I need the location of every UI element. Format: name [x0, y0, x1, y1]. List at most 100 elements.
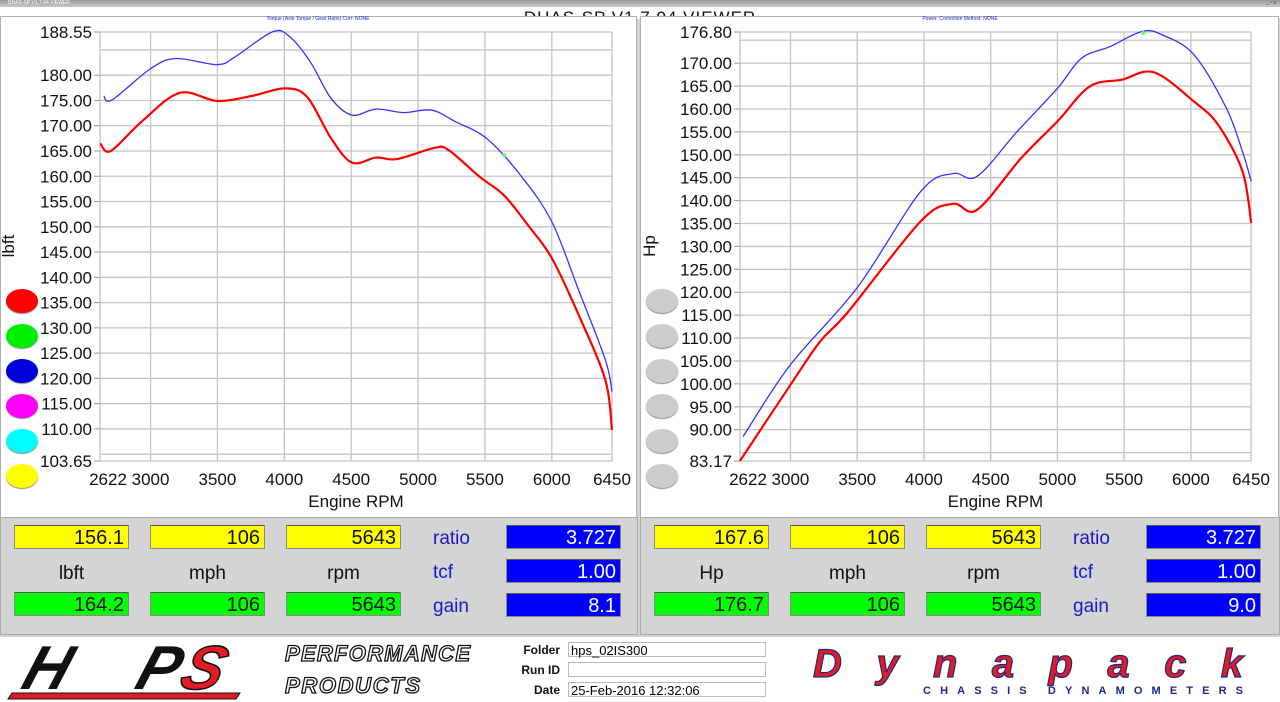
x-tick-label: 2622	[729, 470, 767, 489]
param-label: tcf	[1073, 562, 1094, 583]
y-tick-label: 145.00	[680, 169, 732, 188]
x-tick-label: 5000	[1039, 470, 1077, 489]
y-tick-label: 176.80	[680, 23, 732, 42]
y-tick-label: 110.00	[681, 329, 732, 348]
x-axis-title: Engine RPM	[948, 492, 1043, 511]
run-select-button[interactable]	[6, 464, 38, 488]
x-tick-label: 3000	[772, 470, 810, 489]
unit-label: lbft	[58, 563, 85, 584]
param-label: ratio	[1073, 528, 1110, 549]
run-select-button[interactable]	[646, 429, 678, 453]
y-tick-label: 188.55	[40, 23, 92, 42]
window-title: DHAS-SP V1.7.04 VIEWER	[8, 0, 70, 6]
y-tick-label: 160.00	[40, 167, 92, 186]
x-tick-label: 5500	[1105, 470, 1143, 489]
x-tick-label: 3000	[132, 470, 170, 489]
run-select-button[interactable]	[646, 394, 678, 418]
folder-field[interactable]: hps_02IS300	[568, 642, 766, 658]
y-tick-label: 110.00	[41, 420, 92, 439]
y-tick-label: 120.00	[40, 369, 92, 388]
run1-value-box: 106	[150, 525, 265, 549]
x-axis-title: Engine RPM	[308, 492, 403, 511]
param-value-box[interactable]: 1.00	[1146, 559, 1261, 583]
y-tick-label: 140.00	[40, 268, 92, 287]
y-tick-label: 115.00	[681, 306, 732, 325]
y-tick-label: 150.00	[40, 218, 92, 237]
dyno-charts: 2622 3000 3500 4000 4500 5000 5500 6000 6450 188.…	[0, 23, 1270, 511]
y-tick-label: 155.00	[40, 193, 92, 212]
param-label: ratio	[433, 528, 470, 549]
run2-value-box: 5643	[926, 592, 1041, 616]
y-tick-label: 165.00	[680, 77, 732, 96]
run2-value-box: 106	[150, 592, 265, 616]
x-tick-label: 6000	[533, 470, 571, 489]
hps-logo: HP S PERFORMANCE PRODUCTS	[7, 637, 472, 702]
param-value-box[interactable]: 3.727	[1146, 525, 1261, 549]
param-label: gain	[433, 596, 469, 617]
y-axis-title: Hp	[640, 235, 659, 257]
x-tick-label: 4500	[972, 470, 1010, 489]
cursor-marker	[502, 153, 507, 157]
y-tick-label: 95.00	[689, 398, 732, 417]
run-select-button[interactable]	[6, 289, 38, 313]
y-tick-label: 155.00	[680, 123, 732, 142]
run-select-button[interactable]	[6, 394, 38, 418]
y-tick-label: 103.65	[40, 452, 92, 471]
folder-label: Folder	[523, 643, 560, 657]
y-tick-label: 105.00	[680, 352, 732, 371]
y-tick-label: 170.00	[40, 117, 92, 136]
x-tick-label: 4500	[332, 470, 370, 489]
y-axis-title: lbft	[0, 234, 18, 257]
x-tick-label: 4000	[265, 470, 303, 489]
x-tick-label: 2622	[89, 470, 127, 489]
run-select-button[interactable]	[6, 324, 38, 348]
x-tick-label: 6450	[593, 470, 631, 489]
cursor-marker	[1141, 31, 1146, 35]
unit-label: mph	[189, 563, 226, 584]
x-tick-label: 6000	[1172, 470, 1210, 489]
unit-label: rpm	[967, 563, 1000, 584]
run-select-button[interactable]	[646, 359, 678, 383]
y-tick-label: 130.00	[40, 319, 92, 338]
series-line-red	[739, 70, 1253, 462]
y-tick-label: 83.17	[689, 452, 732, 471]
power_chart-plot: 2622 3000 3500 4000 4500 5000 5500 6000 6450 176.…	[640, 23, 1270, 511]
window-controls[interactable]: _ ▫ x	[1266, 0, 1276, 6]
unit-label: rpm	[327, 563, 360, 584]
hps-logo-products: PRODUCTS	[285, 673, 420, 698]
date-field[interactable]: 25-Feb-2016 12:32:06	[568, 682, 766, 698]
x-tick-label: 3500	[199, 470, 237, 489]
y-tick-label: 145.00	[40, 243, 92, 262]
param-value-box[interactable]: 1.00	[506, 559, 621, 583]
dynapack-logo-name: Dynapack	[813, 642, 1245, 686]
run2-value-box: 106	[790, 592, 905, 616]
y-tick-label: 130.00	[680, 237, 732, 256]
x-tick-label: 6450	[1232, 470, 1270, 489]
run1-value-box: 167.6	[654, 525, 769, 549]
param-value-box[interactable]: 8.1	[506, 593, 621, 617]
footer: HP S PERFORMANCE PRODUCTS Folder hps_02I…	[0, 637, 1280, 702]
y-tick-label: 100.00	[680, 375, 732, 394]
run-select-button[interactable]	[646, 324, 678, 348]
run-select-button[interactable]	[646, 464, 678, 488]
run-select-button[interactable]	[6, 359, 38, 383]
series-line-blue	[742, 30, 1252, 437]
y-tick-label: 135.00	[40, 294, 92, 313]
y-tick-label: 140.00	[680, 192, 732, 211]
y-tick-label: 125.00	[680, 260, 732, 279]
run2-value-box: 5643	[286, 592, 401, 616]
param-value-box[interactable]: 9.0	[1146, 593, 1261, 617]
run-select-button[interactable]	[646, 289, 678, 313]
dynapack-logo-tagline: CHASSIS DYNAMOMETERS	[923, 685, 1243, 697]
x-tick-label: 5000	[399, 470, 437, 489]
param-value-box[interactable]: 3.727	[506, 525, 621, 549]
y-tick-label: 175.00	[40, 91, 92, 110]
x-tick-label: 5500	[466, 470, 504, 489]
torque-chart-panel	[0, 16, 637, 518]
series-line-blue	[103, 29, 613, 392]
y-tick-label: 180.00	[40, 66, 92, 85]
run-select-button[interactable]	[6, 429, 38, 453]
run-id-label: Run ID	[521, 663, 560, 677]
run-id-field[interactable]	[568, 662, 766, 677]
date-label: Date	[533, 683, 560, 697]
